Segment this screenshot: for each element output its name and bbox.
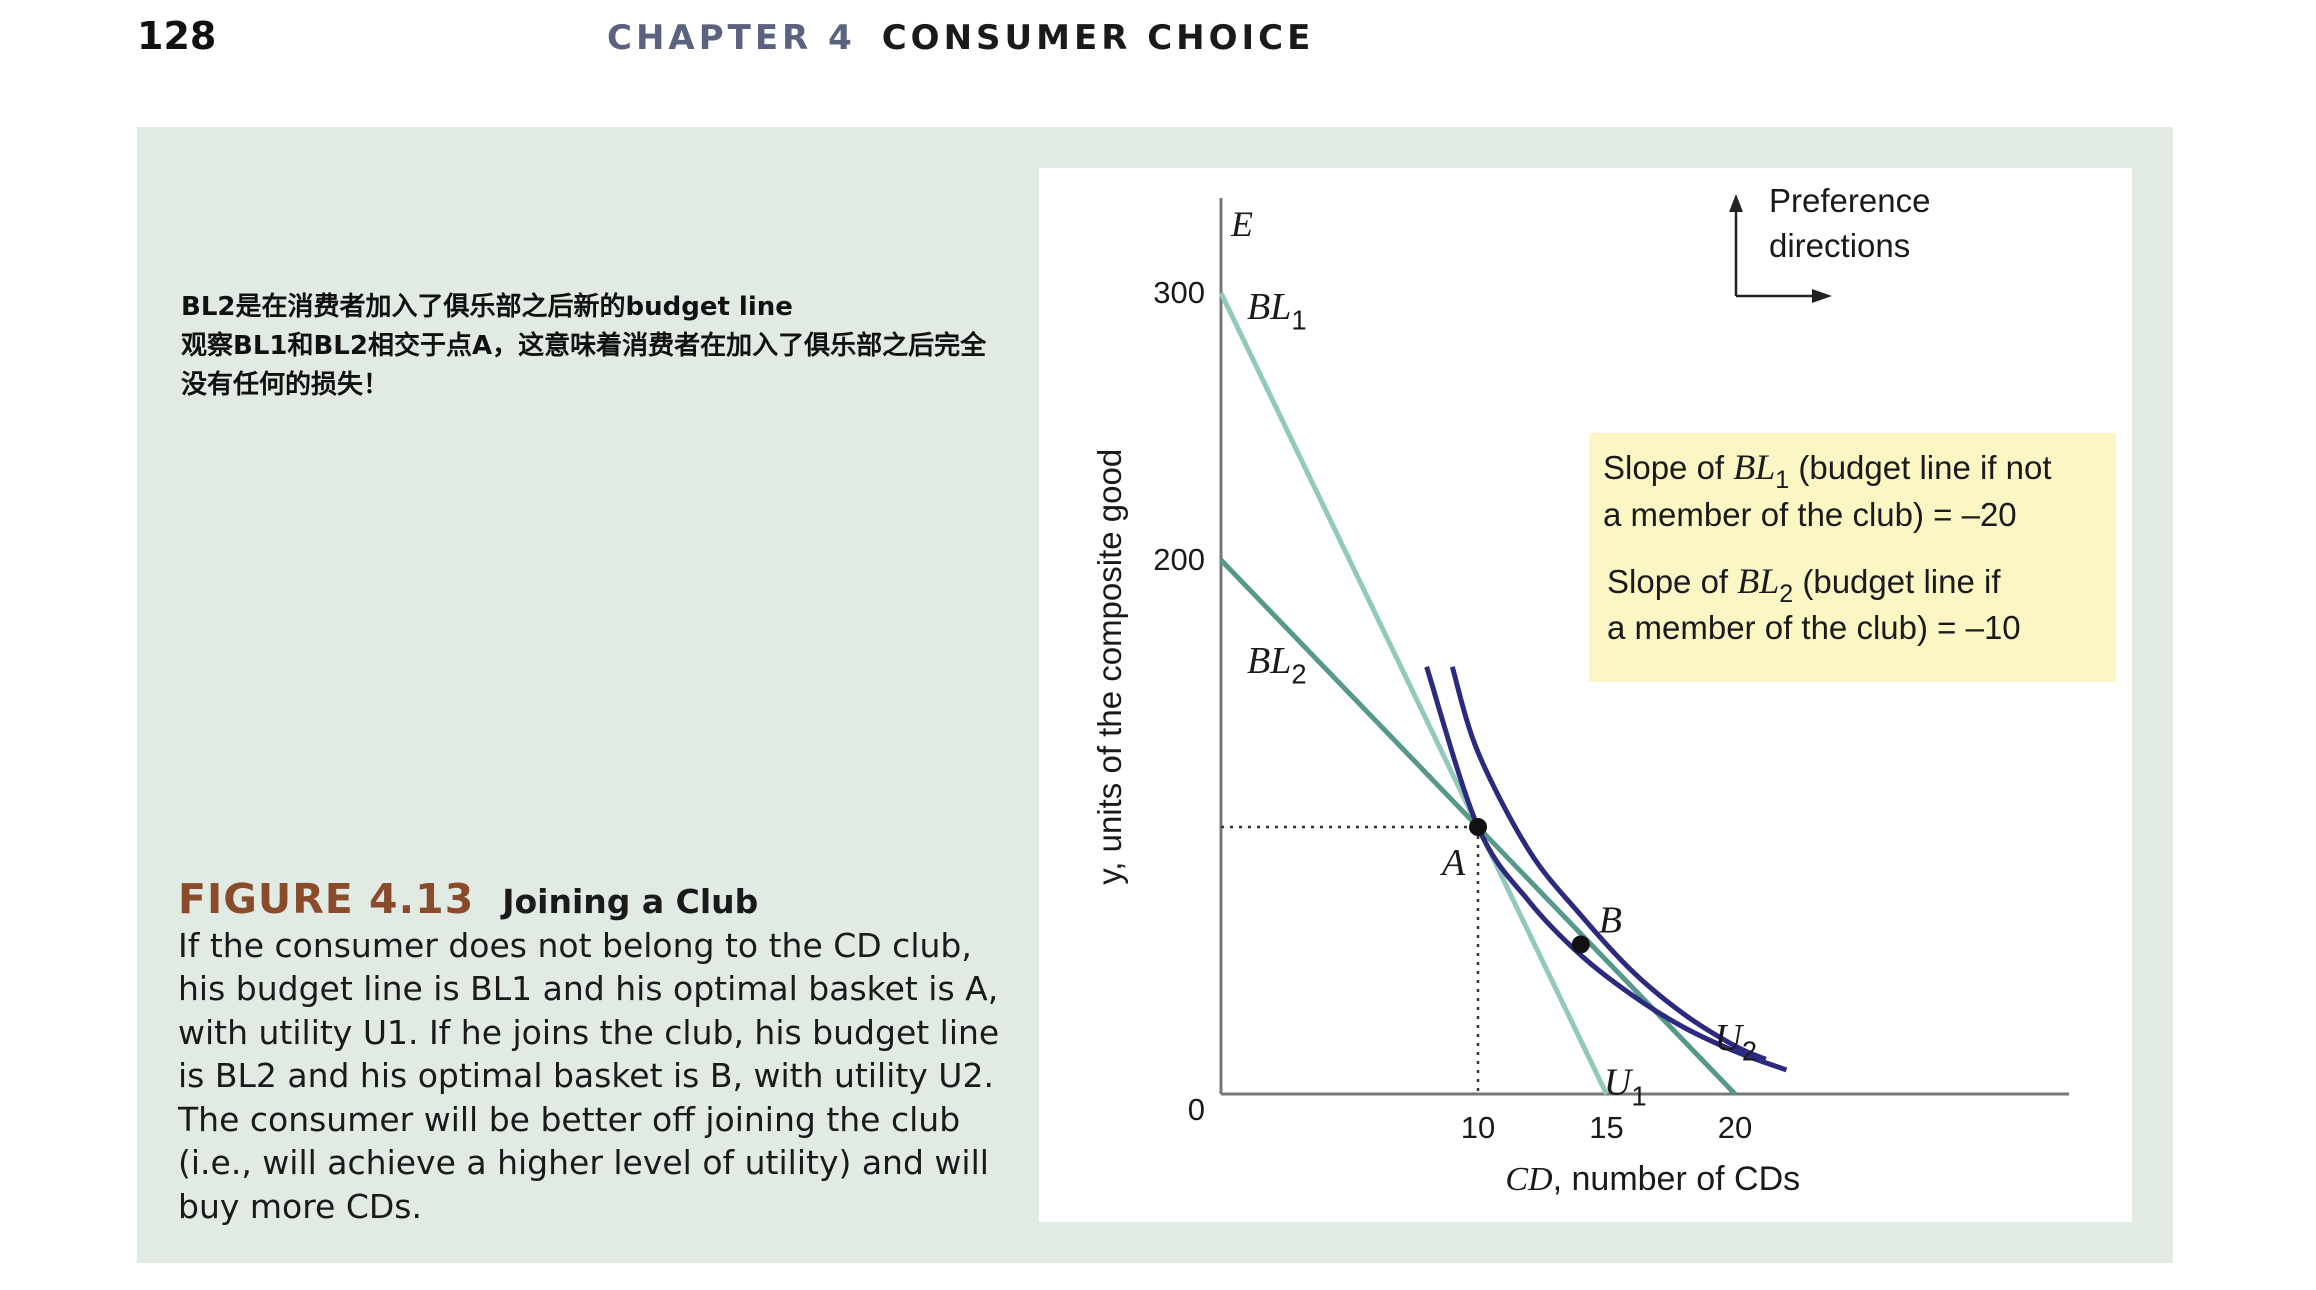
series-label: U1 <box>1604 1062 1647 1112</box>
caption-line: buy more CDs. <box>178 1186 422 1226</box>
caption-line: with utility U1. If he joins the club, h… <box>178 1012 1000 1052</box>
indifference-curve-1 <box>1424 666 1788 1073</box>
callout-line: Slope of BL2 (budget line if <box>1607 561 2001 608</box>
callout-line: a member of the club) = –10 <box>1607 609 2021 646</box>
point-A <box>1469 818 1487 836</box>
x-tick-label: 20 <box>1718 1110 1752 1145</box>
y-tick-label: 200 <box>1153 542 1205 577</box>
axis-top-label: E <box>1230 204 1253 244</box>
series-label: U2 <box>1714 1017 1757 1067</box>
caption-line: his budget line is BL1 and his optimal b… <box>178 969 999 1008</box>
caption-line: (i.e., will achieve a higher level of ut… <box>178 1143 989 1182</box>
caption-line: The consumer will be better off joining … <box>178 1099 961 1139</box>
origin-label: 0 <box>1188 1092 1205 1127</box>
figure-caption: FIGURE 4.13 Joining a Club If the consume… <box>178 875 1048 1228</box>
callout-line: a member of the club) = –20 <box>1603 496 2017 533</box>
annotation-line: 没有任何的损失！ <box>181 370 390 400</box>
chart-box: E 0 200 300 10 15 20 CD, number of CDs y, units … <box>1039 168 2132 1222</box>
y-tick-label: 300 <box>1153 275 1205 310</box>
figure-number: FIGURE 4.13 <box>178 875 475 923</box>
handwritten-annotation: BL2是在消费者加入了俱乐部之后新的budget line 观察BL1和BL2相… <box>181 288 986 405</box>
caption-heading: FIGURE 4.13 Joining a Club <box>178 875 1048 924</box>
slope-callout <box>1589 433 2116 682</box>
point-label: B <box>1599 899 1622 941</box>
consumer-choice-chart: E 0 200 300 10 15 20 CD, number of CDs y, units … <box>1091 182 2116 1198</box>
point-B <box>1571 935 1590 954</box>
indifference-curve-2 <box>1449 666 1767 1062</box>
caption-line: is BL2 and his optimal basket is B, with… <box>178 1056 994 1095</box>
arrow-head-right-icon <box>1812 289 1832 303</box>
chapter-label: CHAPTER 4 <box>607 18 856 58</box>
page-number: 128 <box>137 14 217 58</box>
caption-line: If the consumer does not belong to the C… <box>178 925 972 965</box>
series-label: BL2 <box>1247 640 1307 690</box>
arrow-head-up-icon <box>1729 194 1743 212</box>
x-axis-title: CD, number of CDs <box>1505 1160 1800 1198</box>
y-axis-title: y, units of the composite good <box>1091 449 1128 885</box>
annotation-line: BL2是在消费者加入了俱乐部之后新的budget line <box>181 292 793 322</box>
preference-label: directions <box>1769 227 1910 264</box>
x-tick-label: 15 <box>1589 1110 1623 1145</box>
callout-line: Slope of BL1 (budget line if not <box>1603 447 2052 494</box>
x-tick-label: 10 <box>1461 1110 1495 1145</box>
running-head: CHAPTER 4 CONSUMER CHOICE <box>607 18 1314 58</box>
annotation-line: 观察BL1和BL2相交于点A，这意味着消费者在加入了俱乐部之后完全 <box>181 331 987 361</box>
series-label: BL1 <box>1247 286 1307 336</box>
chapter-title: CONSUMER CHOICE <box>881 18 1315 58</box>
figure-title: Joining a Club <box>502 882 759 921</box>
budget-line-1 <box>1218 291 1609 1096</box>
point-label: A <box>1439 842 1466 884</box>
preference-label: Preference <box>1769 182 1930 219</box>
